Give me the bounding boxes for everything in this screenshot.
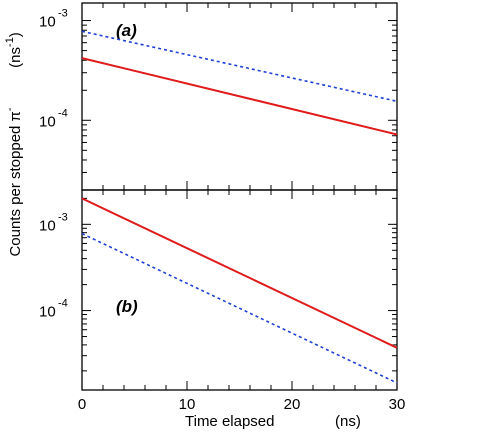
- panel-b-frame: [81, 189, 398, 391]
- panel-a-label: (a): [116, 21, 137, 40]
- y-tick-label-exp-a: -4: [58, 107, 68, 119]
- svg-text:(ns-1): (ns-1): [4, 32, 24, 68]
- y-tick-label-exp-b: -4: [58, 298, 68, 310]
- solid-red-line-a: [81, 57, 398, 136]
- y-tick-label-a: 10: [39, 113, 56, 130]
- x-tick-label: 30: [389, 396, 406, 413]
- y-unit-sup: -1: [4, 37, 16, 47]
- y-unit-main: (ns: [7, 47, 24, 68]
- y-tick-label-exp-b: -3: [58, 211, 68, 223]
- y-tick-label-b: 10: [39, 217, 56, 234]
- x-tick-label: 0: [78, 396, 86, 413]
- solid-red-line-b: [81, 197, 398, 349]
- y-tick-label-b: 10: [39, 304, 56, 321]
- y-axis-label-sup: -: [4, 107, 16, 111]
- x-axis-unit: (ns): [335, 413, 361, 430]
- y-tick-label-exp-a: -3: [58, 8, 68, 20]
- dashed-blue-line-b: [81, 232, 398, 384]
- dashed-blue-line-a: [81, 30, 398, 103]
- x-tick-label: 20: [284, 396, 301, 413]
- svg-text:Counts per stopped π-: Counts per stopped π-: [4, 107, 24, 256]
- panel-b-label: (b): [116, 297, 138, 316]
- y-axis-unit: (ns-1): [4, 32, 24, 68]
- chart-marks: 10 -310 -410 -310 -40 10 20 30: [39, 3, 405, 413]
- y-axis-title: Counts per stopped π-: [4, 107, 24, 256]
- y-unit-close: ): [7, 32, 24, 37]
- x-tick-label: 10: [179, 396, 196, 413]
- y-axis-label: Counts per stopped π: [7, 111, 24, 256]
- y-tick-label-a: 10: [39, 14, 56, 31]
- x-axis-label: Time elapsed: [185, 413, 275, 430]
